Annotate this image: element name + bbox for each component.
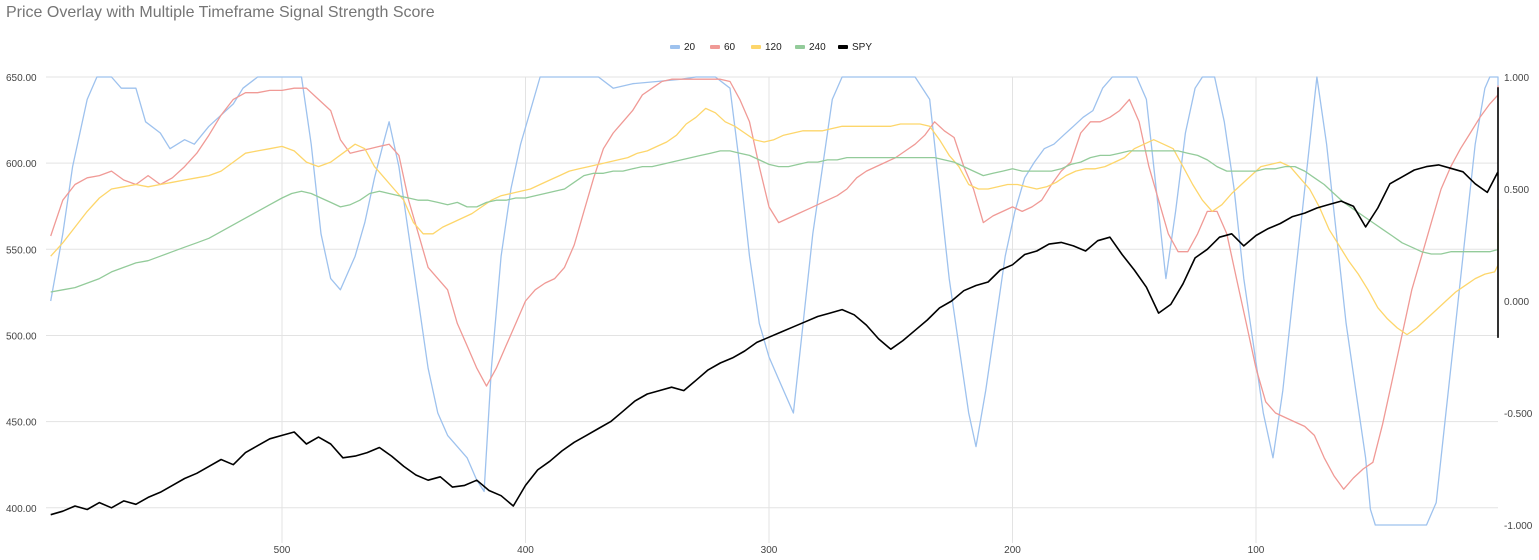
legend-label: SPY [852, 42, 872, 53]
y-right-tick-label: -1.000 [1504, 521, 1533, 532]
series-line-120 [50, 107, 1499, 336]
y-left-tick-label: 550.00 [6, 245, 37, 256]
y-right-tick-label: 0.500 [1504, 185, 1529, 196]
legend-label: 60 [724, 42, 736, 53]
left-axis: 650.00 600.00 550.00 500.00 450.00 400.00 [6, 73, 37, 515]
x-tick-label: 200 [1004, 545, 1021, 556]
y-right-tick-label: -0.500 [1504, 409, 1533, 420]
series-line-240 [50, 150, 1499, 293]
y-left-tick-label: 450.00 [6, 418, 37, 429]
y-left-tick-label: 400.00 [6, 504, 37, 515]
legend-swatch [670, 45, 680, 49]
x-tick-label: 500 [274, 545, 291, 556]
x-axis: 500 400 300 200 100 [274, 545, 1265, 556]
legend-swatch [751, 45, 761, 49]
y-left-tick-label: 500.00 [6, 331, 37, 342]
legend-label: 20 [684, 42, 696, 53]
legend-label: 120 [765, 42, 782, 53]
right-axis: 1.000 0.500 0.000 -0.500 -1.000 [1504, 73, 1533, 532]
series-line-60 [50, 78, 1499, 490]
y-left-tick-label: 600.00 [6, 159, 37, 170]
y-right-tick-label: 0.000 [1504, 297, 1529, 308]
series-layer [50, 76, 1499, 526]
legend-swatch [795, 45, 805, 49]
series-line-20 [50, 76, 1499, 526]
chart-title: Price Overlay with Multiple Timeframe Si… [6, 4, 435, 21]
x-tick-label: 300 [761, 545, 778, 556]
x-tick-label: 400 [517, 545, 534, 556]
legend-swatch [838, 45, 848, 49]
legend: 20 60 120 240 SPY [670, 42, 872, 53]
legend-swatch [710, 45, 720, 49]
x-tick-label: 100 [1248, 545, 1265, 556]
gridlines [46, 76, 1498, 543]
y-left-tick-label: 650.00 [6, 73, 37, 84]
legend-label: 240 [809, 42, 826, 53]
series-line-spy [50, 87, 1499, 516]
y-right-tick-label: 1.000 [1504, 73, 1529, 84]
